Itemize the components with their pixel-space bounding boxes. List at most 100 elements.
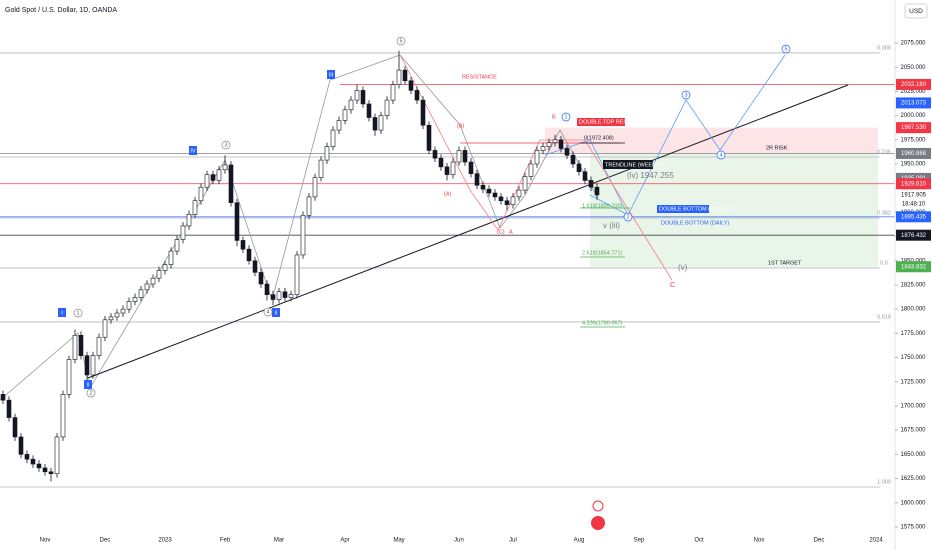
currency[interactable]: USD [909,8,923,15]
y-tick-label: 1600.000 [900,500,926,506]
candle-body [312,177,318,198]
price-axis-bg [895,0,932,550]
candle-body [504,200,510,205]
fib-label: 0.236 [877,149,891,155]
price-tag-label: 1960.868 [901,151,927,157]
price-tag-label: 2032.180 [901,82,927,88]
x-tick-label: Aug [574,538,585,544]
candle-body [426,124,432,151]
x-tick-label: Oct [694,538,704,544]
price-tag [896,178,931,190]
price-tag [896,189,931,201]
candle-body [516,189,522,198]
currency-button[interactable] [904,3,928,19]
trendline-weekly [87,84,849,379]
annotation: 2.618(1854.771) [582,250,623,256]
candle-body [6,399,12,418]
position-zone [590,153,878,267]
candle-body [354,90,360,101]
candle-body [552,139,558,143]
candle-body [456,150,462,163]
candle-body [594,186,600,196]
y-tick-label: 1650.000 [900,452,926,458]
price-tag [896,122,931,134]
candle-body [378,115,384,131]
axes: 0.000 0.236 0.382 0.5 0.618 1.000 2075.000 2050… [40,41,931,544]
candle-body [342,109,348,121]
annotation: C [670,282,675,289]
candle-body [318,159,324,178]
label-box [577,118,625,126]
x-tick-label: May [393,538,404,544]
annotation: v (iii) [603,221,620,230]
candle-body [36,463,42,469]
wave-label: IV [190,148,196,154]
candle-body [192,200,198,215]
candle-body [576,163,582,173]
x-tick-label: 2024 [869,538,883,544]
price-tag-label: 1843.832 [901,264,927,270]
candle-body [198,186,204,202]
candle-body [90,355,96,376]
y-tick-label: 1575.000 [900,525,926,531]
x-tick-label: Sep [634,538,645,544]
candle-body [276,291,282,300]
y-tick-label: 2050.000 [900,65,926,71]
annotation: 1.618(1899.700) [582,203,623,209]
candle-body [558,139,564,149]
candle-body [420,99,426,126]
wave-label: III [329,72,334,78]
y-tick-label: 1950.000 [900,162,926,168]
candle-body [282,291,288,298]
candle-body [450,161,456,175]
wave-circle [561,112,571,122]
price-tag-label: 2013.073 [901,100,927,106]
candle-body [522,176,528,191]
x-tick-label: Jun [454,538,464,544]
candle-body [186,214,192,227]
x-tick-label: Dec [814,538,825,544]
wave-circle [86,388,96,398]
candle-body [258,272,264,285]
candle-body [30,458,36,465]
wave-label: I [61,310,63,316]
candle-body [234,202,240,241]
candle-body [294,254,300,295]
y-tick-label: 1700.000 [900,404,926,410]
annotation: (A) [444,191,452,197]
wave-label: 1 [76,310,79,316]
candle-body [348,99,354,111]
candle-body [324,146,330,161]
price-tag [896,211,931,223]
y-tick-label: 2000.000 [900,113,926,119]
level-lines [0,52,895,488]
price-tag [896,229,931,241]
wave-label: 5 [399,38,402,44]
candle-body [402,69,408,82]
y-tick-label: 1625.000 [900,476,926,482]
candle-body [486,188,492,194]
price-tag-label: 1917.905 [901,193,927,199]
candle-body [468,161,474,174]
candles [0,50,600,482]
y-tick-label: 2025.000 [900,89,926,95]
event-icon[interactable] [591,516,605,530]
candle-body [156,270,162,279]
annotation: 0(1972.408) [584,135,614,141]
annotation: 4.236(1780.067) [582,320,623,326]
candle-body [54,436,60,475]
wave-box [58,308,66,317]
candle-body [240,240,246,250]
candle-body [564,148,570,156]
price-tag-label: 1876.432 [901,233,927,239]
candle-body [78,335,84,356]
x-tick-label: Apr [340,538,349,544]
candle-body [132,297,138,302]
candle-body [138,289,144,298]
candle-body [390,84,396,101]
wave-circle [716,150,726,160]
event-icon[interactable] [592,500,604,512]
annotation: A [509,229,513,235]
candle-body [372,117,378,131]
